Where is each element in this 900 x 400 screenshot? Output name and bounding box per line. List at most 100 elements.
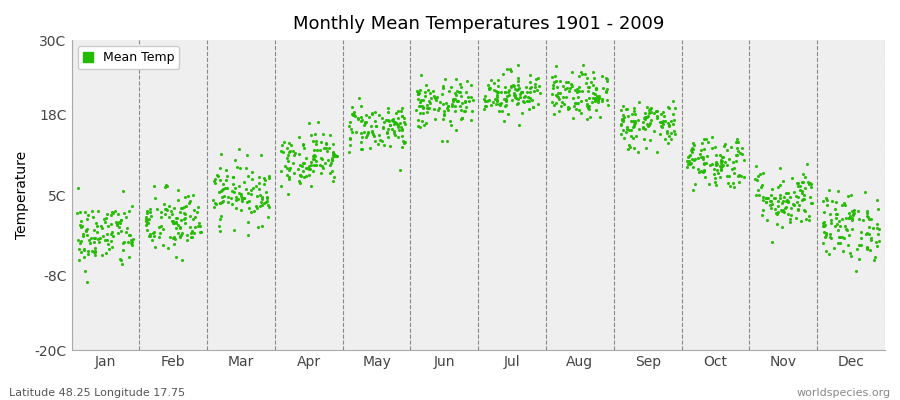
Point: [145, 237, 159, 244]
Point: [640, 123, 654, 129]
Point: [251, 223, 266, 230]
Point: [231, 183, 246, 190]
Point: [803, 180, 817, 186]
Point: [142, 209, 157, 215]
Point: [489, 88, 503, 94]
Point: [216, 198, 230, 204]
Point: [482, 97, 496, 103]
Point: [94, 252, 109, 258]
Point: [696, 169, 710, 175]
Point: [515, 110, 529, 116]
Point: [372, 112, 386, 118]
Point: [82, 237, 96, 244]
Point: [220, 185, 234, 191]
Point: [656, 120, 670, 127]
Title: Monthly Mean Temperatures 1901 - 2009: Monthly Mean Temperatures 1901 - 2009: [292, 15, 664, 33]
Point: [310, 119, 325, 125]
Point: [382, 122, 397, 128]
Point: [260, 195, 274, 201]
Point: [414, 97, 428, 104]
Point: [734, 151, 749, 157]
Point: [420, 105, 435, 112]
Point: [642, 122, 656, 128]
Point: [73, 208, 87, 215]
Point: [564, 68, 579, 75]
Point: [523, 72, 537, 78]
Point: [512, 122, 526, 128]
Point: [748, 176, 762, 182]
Point: [436, 82, 450, 89]
Point: [490, 96, 504, 103]
Point: [733, 150, 747, 156]
Point: [121, 225, 135, 231]
Point: [440, 103, 454, 109]
Point: [319, 140, 333, 146]
Point: [296, 168, 310, 174]
Point: [826, 245, 841, 251]
Point: [816, 222, 831, 229]
Point: [580, 97, 594, 104]
Point: [455, 115, 470, 122]
Point: [382, 122, 397, 128]
Point: [84, 235, 98, 241]
Point: [80, 226, 94, 233]
Point: [78, 227, 93, 233]
Point: [112, 211, 126, 218]
Point: [88, 235, 103, 242]
Point: [171, 187, 185, 194]
Point: [770, 221, 785, 227]
Point: [697, 136, 711, 142]
Point: [259, 189, 274, 195]
Point: [816, 229, 831, 236]
Point: [170, 230, 184, 236]
Point: [616, 116, 630, 122]
Point: [653, 119, 668, 126]
Point: [176, 257, 190, 263]
Point: [278, 162, 293, 169]
Point: [516, 89, 530, 96]
Point: [394, 105, 409, 112]
Point: [101, 241, 115, 247]
Point: [326, 178, 340, 184]
Point: [729, 158, 743, 165]
Point: [227, 227, 241, 233]
Point: [511, 82, 526, 88]
Point: [234, 193, 248, 199]
Point: [661, 140, 675, 146]
Point: [391, 134, 405, 140]
Point: [214, 198, 229, 205]
Point: [655, 124, 670, 130]
Point: [174, 205, 188, 211]
Point: [497, 118, 511, 124]
Point: [503, 66, 517, 72]
Point: [315, 156, 329, 162]
Point: [590, 98, 605, 105]
Point: [665, 98, 680, 104]
Point: [255, 194, 269, 201]
Point: [854, 235, 868, 241]
Point: [682, 161, 697, 167]
Point: [284, 148, 298, 154]
Point: [393, 107, 408, 114]
Point: [660, 128, 674, 134]
Point: [207, 178, 221, 185]
Point: [393, 167, 408, 173]
Point: [691, 166, 706, 172]
Point: [158, 211, 172, 217]
Point: [638, 110, 652, 117]
Point: [825, 198, 840, 205]
Point: [386, 116, 400, 122]
Point: [300, 164, 314, 171]
Point: [625, 111, 639, 118]
Point: [709, 167, 724, 173]
Point: [386, 130, 400, 136]
Point: [274, 148, 288, 155]
Point: [770, 209, 785, 215]
Point: [626, 119, 641, 125]
Point: [355, 146, 369, 152]
Point: [788, 189, 802, 195]
Point: [292, 172, 307, 178]
Point: [177, 216, 192, 222]
Point: [148, 244, 162, 251]
Point: [580, 88, 595, 94]
